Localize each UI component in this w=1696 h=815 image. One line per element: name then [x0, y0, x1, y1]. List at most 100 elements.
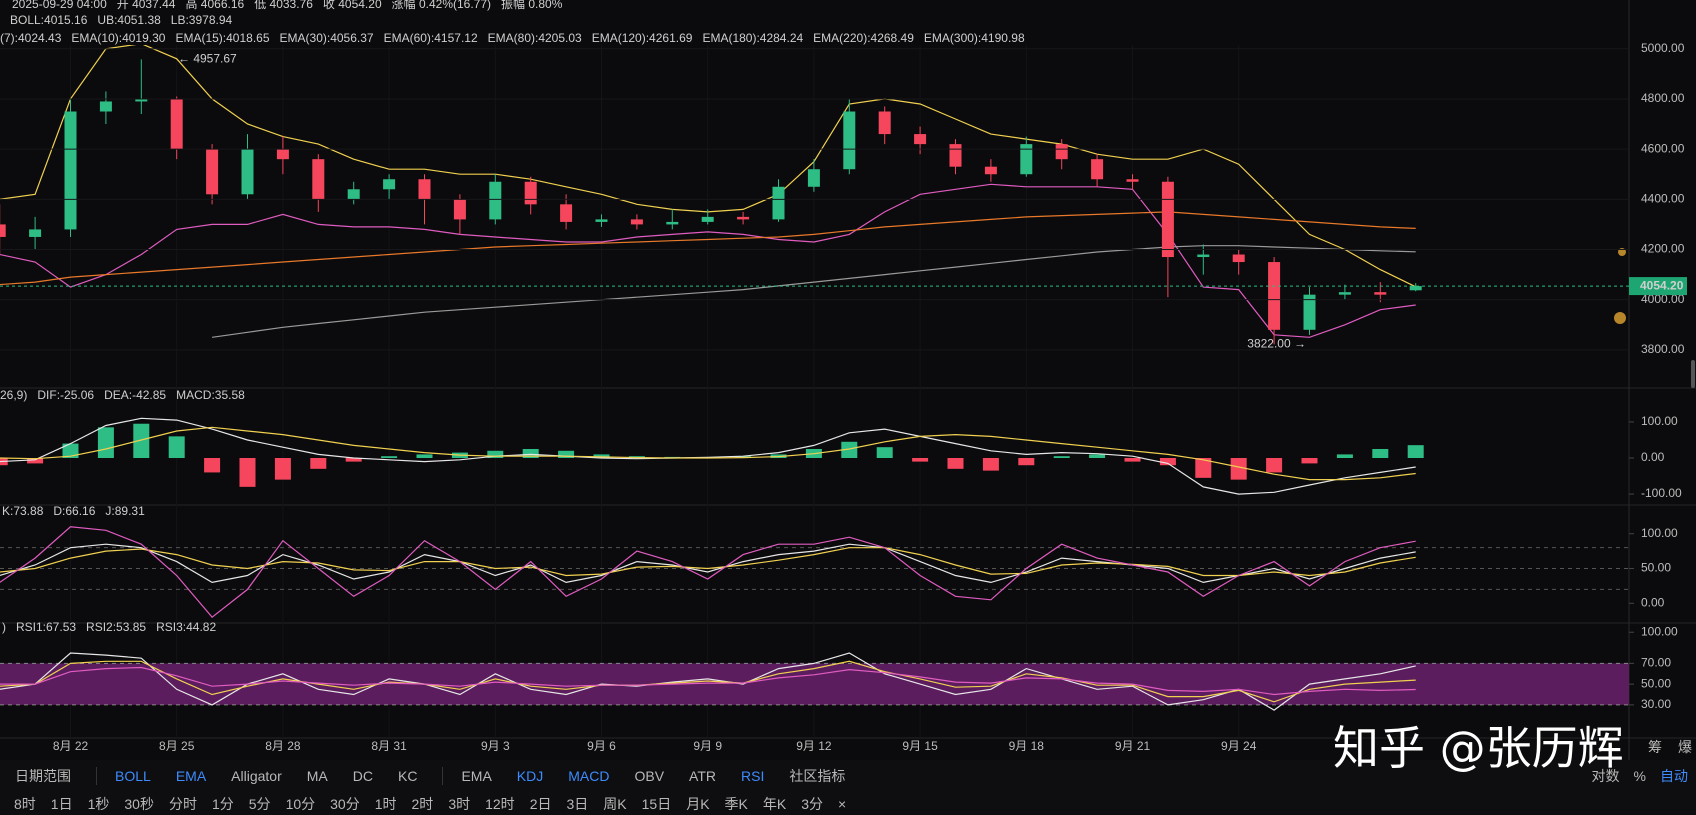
side-label[interactable]: 爆	[1678, 739, 1692, 755]
candle-body	[206, 149, 219, 195]
interval-button[interactable]: 2时	[411, 795, 434, 812]
header-item: 收 4054.20	[323, 0, 382, 11]
interval-button[interactable]: 月K	[686, 795, 710, 812]
macd-bar	[274, 458, 291, 480]
header-item: 开 4037.44	[117, 0, 176, 11]
x-tick-label: 8月 28	[265, 739, 301, 753]
candle-body	[1268, 262, 1281, 330]
macd-bar	[1053, 456, 1070, 458]
overlay-button[interactable]: DC	[352, 767, 373, 784]
interval-button[interactable]: 3分	[801, 795, 824, 812]
macd-bar	[912, 458, 929, 462]
legend-item: EMA(30):4056.37	[280, 31, 374, 45]
overlay-button[interactable]: Alligator	[231, 767, 282, 784]
community-button[interactable]: 社区指标	[789, 767, 846, 784]
annotation: 3822.00 →	[1247, 337, 1306, 351]
candle-body	[1232, 254, 1245, 263]
candle-body	[701, 216, 714, 222]
interval-button[interactable]: 周K	[603, 795, 627, 812]
interval-button[interactable]: 年K	[762, 795, 787, 812]
x-tick-label: 8月 22	[53, 739, 89, 753]
macd-bar	[1301, 458, 1318, 464]
scale-button[interactable]: 对数	[1591, 767, 1620, 784]
legend-item: DIF:-25.06	[37, 388, 94, 402]
legend-item: (7):4024.43	[0, 31, 62, 45]
x-tick-label: 8月 31	[371, 739, 407, 753]
interval-button[interactable]: 2日	[529, 795, 552, 812]
candle-body	[595, 219, 608, 222]
interval-button[interactable]: 10分	[285, 795, 316, 812]
pane	[0, 45, 1422, 345]
y-tick-label: 70.00	[1641, 656, 1671, 670]
close-icon[interactable]: ×	[838, 795, 847, 812]
interval-button[interactable]: 8时	[14, 795, 36, 812]
overlay-line	[212, 245, 1416, 338]
interval-button[interactable]: 5分	[248, 795, 271, 812]
interval-button[interactable]: 3时	[448, 795, 471, 812]
candle-body	[524, 181, 537, 205]
range-button[interactable]: 日期范围	[15, 767, 71, 784]
interval-button[interactable]: 3日	[566, 795, 589, 812]
candle-body	[1020, 144, 1033, 175]
header-item: 涨幅 0.42%(16.77)	[392, 0, 491, 11]
x-tick-label: 9月 3	[481, 739, 510, 753]
legend-item: 26,9)	[0, 388, 27, 402]
overlay-button[interactable]: KC	[397, 767, 418, 784]
interval-button[interactable]: 12时	[485, 795, 515, 812]
y-tick-label: 50.00	[1641, 561, 1671, 575]
legend-item: RSI1:67.53	[16, 620, 76, 634]
candle-body	[1409, 286, 1422, 291]
alert-icon[interactable]	[1614, 312, 1626, 324]
scale-button[interactable]: %	[1633, 767, 1646, 784]
interval-button[interactable]: 季K	[724, 795, 748, 812]
legend-item: EMA(180):4284.24	[702, 31, 803, 45]
pane	[0, 526, 1629, 619]
scroll-handle[interactable]	[1691, 360, 1695, 388]
interval-button[interactable]: 1日	[50, 795, 73, 812]
macd-bar	[97, 427, 114, 458]
overlay-button[interactable]: BOLL	[115, 767, 151, 784]
indicator-line	[0, 417, 1416, 495]
interval-button[interactable]: 1时	[374, 795, 397, 812]
header-item: 2025-09-29 04:00	[12, 0, 107, 11]
side-label[interactable]: 筹	[1648, 739, 1662, 755]
legend-item: LB:3978.94	[171, 13, 233, 27]
interval-row: 8时 1日 1秒 30秒 分时 1分 5分 10分 30分 1时 2时 3时 12时 2日 3日 周K 15日月…	[14, 790, 846, 815]
toolbar: 日期范围 BOLL EMA Alligator MA DC KC EMA KDJ…	[0, 760, 1696, 815]
overlay-button[interactable]: MA	[306, 767, 328, 784]
y-tick-label: 0.00	[1641, 450, 1665, 464]
candle-body	[878, 111, 891, 135]
overlay-button[interactable]: EMA	[175, 767, 207, 784]
interval-button[interactable]: 15日	[641, 795, 672, 812]
candle-body	[1303, 294, 1316, 330]
y-tick-label: 100.00	[1641, 414, 1678, 428]
separator	[442, 766, 444, 785]
interval-button[interactable]: 1分	[211, 795, 234, 812]
macd-bar	[1336, 454, 1353, 458]
y-tick-label: 4800.00	[1641, 91, 1685, 105]
candle-body	[1126, 179, 1139, 182]
indicator-button[interactable]: RSI	[741, 767, 765, 784]
candle-body	[383, 179, 396, 190]
indicator-button[interactable]: ATR	[689, 767, 717, 784]
macd-bar	[1018, 458, 1035, 466]
y-tick-label: -100.00	[1641, 486, 1682, 500]
indicator-button[interactable]: OBV	[634, 767, 665, 784]
rsi-band	[0, 663, 1629, 705]
indicator-button[interactable]: EMA	[461, 767, 492, 784]
legend-item: BOLL:4015.16	[10, 13, 88, 27]
interval-button[interactable]: 30秒	[124, 795, 154, 812]
macd-bar	[1266, 458, 1283, 473]
scale-button[interactable]: 自动	[1660, 767, 1688, 784]
pane	[0, 652, 1629, 711]
interval-button[interactable]: 分时	[168, 795, 197, 812]
y-tick-label: 50.00	[1641, 676, 1671, 690]
indicator-button[interactable]: MACD	[568, 767, 610, 784]
candle-body	[1197, 254, 1210, 258]
macd-bar	[168, 436, 185, 458]
interval-button[interactable]: 1秒	[87, 795, 110, 812]
interval-button[interactable]: 30分	[330, 795, 360, 812]
indicator-button[interactable]: KDJ	[516, 767, 544, 784]
macd-bar	[947, 458, 964, 469]
macd-bar	[62, 443, 79, 458]
